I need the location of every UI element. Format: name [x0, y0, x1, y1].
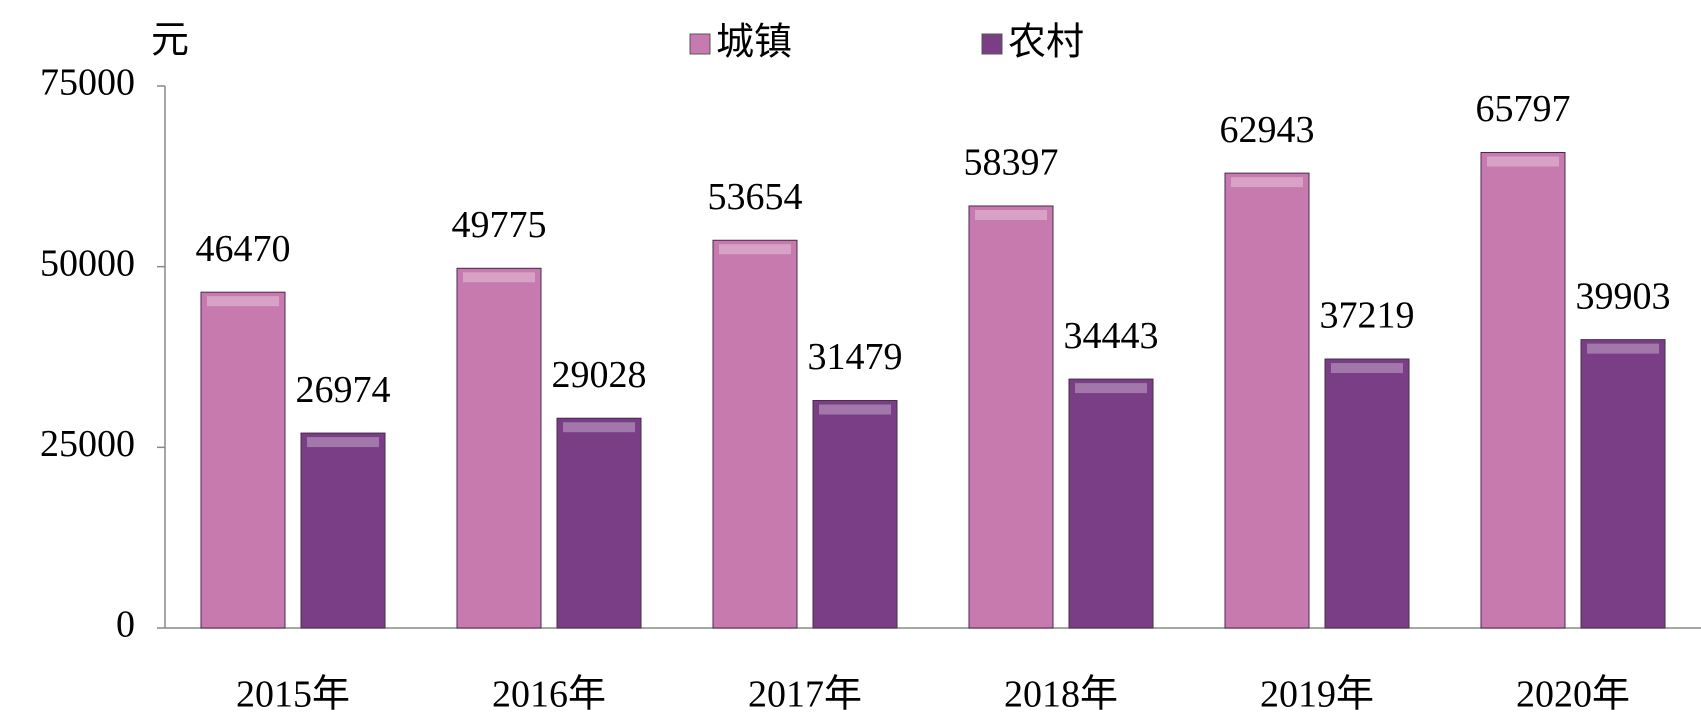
bar	[1580, 339, 1666, 629]
value-label: 39903	[1576, 275, 1671, 317]
legend-swatch	[981, 33, 1003, 55]
value-label: 31479	[808, 336, 903, 378]
y-tick-label: 0	[116, 604, 135, 646]
bar	[1324, 358, 1410, 629]
x-tick-label: 2020年	[1516, 674, 1630, 716]
legend-label: 农村	[1008, 22, 1084, 64]
value-label: 29028	[552, 354, 647, 396]
bar	[200, 291, 286, 629]
value-label: 26974	[296, 369, 391, 411]
legend-swatch	[689, 33, 711, 55]
x-tick-label: 2018年	[1004, 674, 1118, 716]
value-label: 62943	[1220, 109, 1315, 151]
bar	[1224, 172, 1310, 629]
bar-highlight	[1075, 383, 1147, 394]
bar-highlight	[563, 422, 635, 433]
x-tick-label: 2017年	[748, 674, 862, 716]
bar-highlight	[1331, 363, 1403, 374]
bar	[712, 239, 798, 629]
bar-highlight	[1231, 177, 1303, 188]
value-label: 65797	[1476, 88, 1571, 130]
bar	[812, 400, 898, 629]
bar-highlight	[207, 296, 279, 307]
y-tick-label: 75000	[40, 62, 135, 104]
value-label: 49775	[452, 204, 547, 246]
bar	[300, 432, 386, 629]
value-label: 58397	[964, 142, 1059, 184]
x-tick-label: 2019年	[1260, 674, 1374, 716]
value-label: 34443	[1064, 315, 1159, 357]
bar	[1068, 378, 1154, 629]
bar	[1480, 152, 1566, 629]
x-tick-label: 2016年	[492, 674, 606, 716]
y-tick-label: 25000	[40, 423, 135, 465]
value-label: 46470	[196, 228, 291, 270]
bar	[456, 267, 542, 629]
bar-highlight	[975, 209, 1047, 220]
bar	[968, 205, 1054, 629]
y-tick-label: 50000	[40, 242, 135, 284]
bar-highlight	[819, 404, 891, 415]
bar-highlight	[307, 437, 379, 448]
bar-highlight	[1487, 156, 1559, 167]
value-label: 37219	[1320, 295, 1415, 337]
bar	[556, 417, 642, 629]
y-axis-label: 元	[151, 20, 189, 62]
bar-highlight	[719, 244, 791, 255]
legend-label: 城镇	[716, 22, 792, 64]
bar-highlight	[463, 272, 535, 283]
x-tick-label: 2015年	[236, 674, 350, 716]
bar-highlight	[1587, 343, 1659, 354]
value-label: 53654	[708, 176, 803, 218]
